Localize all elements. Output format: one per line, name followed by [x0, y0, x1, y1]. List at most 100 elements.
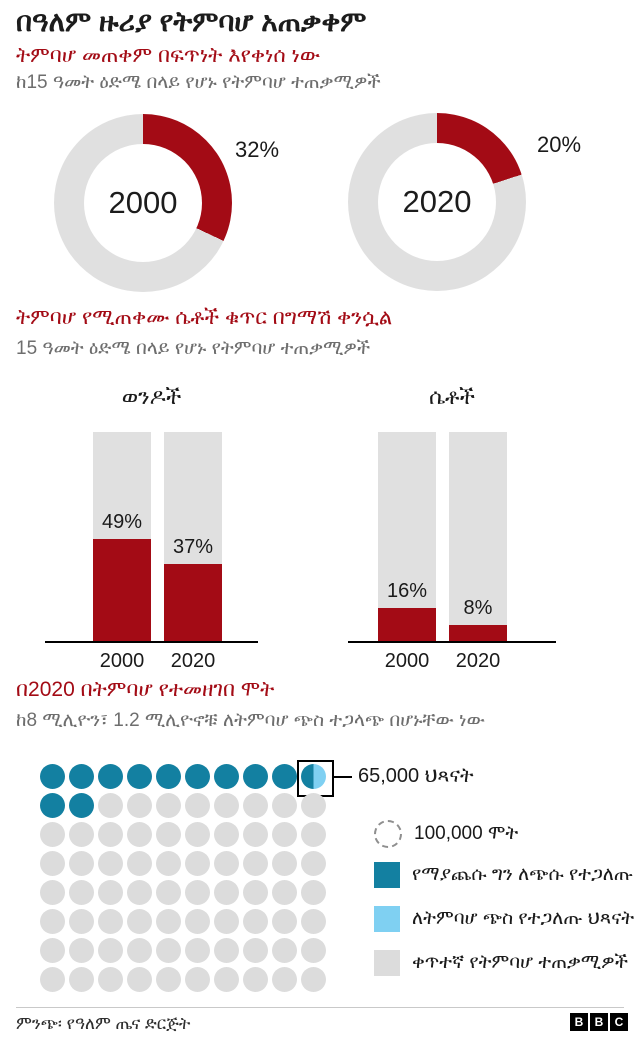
- deaths-section-title: በ2020 በትምባሆ የተመዘገበ ሞት: [16, 678, 275, 701]
- donut-section-note: ከ15 ዓመት ዕድሜ በላይ የሆኑ የትምባሆ ተጠቃሚዎች: [16, 72, 381, 93]
- donut-value-label-2020: 20%: [537, 132, 582, 157]
- waffle-dot: [127, 793, 152, 818]
- legend-label: ቀጥተኛ የትምባሆ ተጠቃሚዎች: [412, 952, 629, 973]
- footer-divider: [16, 1007, 624, 1008]
- waffle-dot: [185, 793, 210, 818]
- waffle-dot: [243, 851, 268, 876]
- waffle-dot: [98, 909, 123, 934]
- bar-value-label: 8%: [463, 597, 493, 619]
- waffle-dot: [272, 880, 297, 905]
- bar-value-label: 49%: [101, 511, 143, 533]
- waffle-dot: [243, 793, 268, 818]
- bar-men-2020: 37%: [164, 432, 222, 642]
- waffle-dot: [40, 851, 65, 876]
- waffle-dot: [40, 967, 65, 992]
- waffle-dot: [69, 880, 94, 905]
- waffle-dot: [214, 764, 239, 789]
- waffle-dot: [243, 764, 268, 789]
- waffle-dot: [98, 764, 123, 789]
- waffle-dot: [127, 880, 152, 905]
- waffle-legend: 100,000 ሞት የማያጨሱ ግን ለጭሱ የተጋለጡ ለትምባሆ ጭስ የተጋ…: [374, 820, 636, 985]
- waffle-dot: [156, 764, 181, 789]
- bar-fill: [164, 564, 222, 642]
- donut-center-label-2020: 2020: [378, 143, 496, 261]
- legend-item-smokers: ቀጥተኛ የትምባሆ ተጠቃሚዎች: [374, 950, 628, 976]
- legend-item-dashed-circle: 100,000 ሞት: [374, 820, 518, 848]
- waffle-chart: [40, 760, 334, 992]
- waffle-dot: [156, 909, 181, 934]
- waffle-dot: [40, 764, 65, 789]
- legend-swatch-secondhand: [374, 862, 400, 888]
- waffle-dot: [156, 793, 181, 818]
- donut-value-label-2000: 32%: [235, 137, 280, 162]
- waffle-dot: [185, 764, 210, 789]
- bar-section-note: 15 ዓመት ዕድሜ በላይ የሆኑ የትምባሆ ተጠቃሚዎች: [16, 338, 371, 359]
- bar-fill: [449, 625, 507, 642]
- waffle-dot: [243, 938, 268, 963]
- waffle-dot: [69, 967, 94, 992]
- bar-group-title-men: ወንዶች: [121, 384, 182, 409]
- donut-chart-2000: 2000: [54, 114, 232, 292]
- waffle-dot: [301, 822, 326, 847]
- waffle-dot: [301, 909, 326, 934]
- bar-group-title-women: ሴቶች: [428, 384, 475, 409]
- bar-fill: [93, 539, 151, 642]
- bbc-logo-block-2: B: [590, 1013, 608, 1031]
- waffle-dot: [127, 909, 152, 934]
- waffle-dot: [272, 909, 297, 934]
- waffle-dot: [301, 938, 326, 963]
- bar-value-label: 37%: [172, 536, 214, 558]
- waffle-dot: [69, 909, 94, 934]
- waffle-dot: [243, 967, 268, 992]
- waffle-dot: [214, 851, 239, 876]
- tick-women-2020: 2020: [455, 650, 501, 672]
- donut-section-title: ትምባሆ መጠቀም በፍጥነት እየቀነሰ ነው: [16, 44, 320, 67]
- donut-center-label-2000: 2000: [84, 144, 202, 262]
- bbc-logo-block-3: C: [610, 1013, 628, 1031]
- tick-men-2000: 2000: [99, 650, 145, 672]
- waffle-dot: [40, 793, 65, 818]
- annotation-label: 65,000 ህጻናት: [358, 765, 474, 787]
- waffle-dot: [69, 851, 94, 876]
- waffle-dot: [301, 967, 326, 992]
- waffle-dot: [156, 822, 181, 847]
- bbc-logo-block-1: B: [570, 1013, 588, 1031]
- bbc-logo: B B C: [570, 1013, 628, 1031]
- donut-chart-2020: 2020: [348, 113, 526, 291]
- waffle-dot: [185, 822, 210, 847]
- waffle-dot: [214, 880, 239, 905]
- x-axis-men: [45, 641, 258, 643]
- tick-men-2020: 2020: [170, 650, 216, 672]
- waffle-dot: [185, 851, 210, 876]
- waffle-dot: [272, 764, 297, 789]
- waffle-dot: [185, 967, 210, 992]
- waffle-dot: [40, 938, 65, 963]
- bar-fill: [378, 608, 436, 642]
- waffle-dot: [69, 764, 94, 789]
- waffle-dot: [156, 938, 181, 963]
- waffle-dot: [214, 938, 239, 963]
- waffle-dot: [98, 793, 123, 818]
- waffle-dot: [301, 851, 326, 876]
- waffle-dot: [185, 909, 210, 934]
- waffle-dot: [156, 880, 181, 905]
- waffle-dot: [214, 909, 239, 934]
- waffle-dot: [98, 851, 123, 876]
- bar-men-2000: 49%: [93, 432, 151, 642]
- waffle-dot: [272, 938, 297, 963]
- waffle-dot: [69, 938, 94, 963]
- x-axis-women: [348, 641, 556, 643]
- legend-label: የማያጨሱ ግን ለጭሱ የተጋለጡ: [412, 864, 634, 885]
- waffle-dot: [69, 793, 94, 818]
- bar-women-2000: 16%: [378, 432, 436, 642]
- waffle-dot: [301, 793, 326, 818]
- waffle-dot: [40, 909, 65, 934]
- waffle-dot: [214, 967, 239, 992]
- legend-swatch-smokers: [374, 950, 400, 976]
- waffle-dot: [156, 967, 181, 992]
- bar-value-label: 16%: [386, 580, 428, 602]
- waffle-dot: [185, 880, 210, 905]
- waffle-dot: [127, 822, 152, 847]
- waffle-dot: [40, 880, 65, 905]
